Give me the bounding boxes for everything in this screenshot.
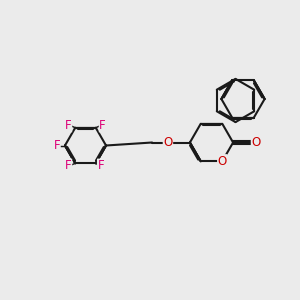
Text: O: O [218,155,227,168]
Text: F: F [65,159,72,172]
Text: O: O [163,136,172,149]
Text: O: O [251,136,261,149]
Text: F: F [99,119,106,132]
Text: F: F [54,139,60,152]
Text: F: F [98,159,104,172]
Text: F: F [65,119,72,132]
